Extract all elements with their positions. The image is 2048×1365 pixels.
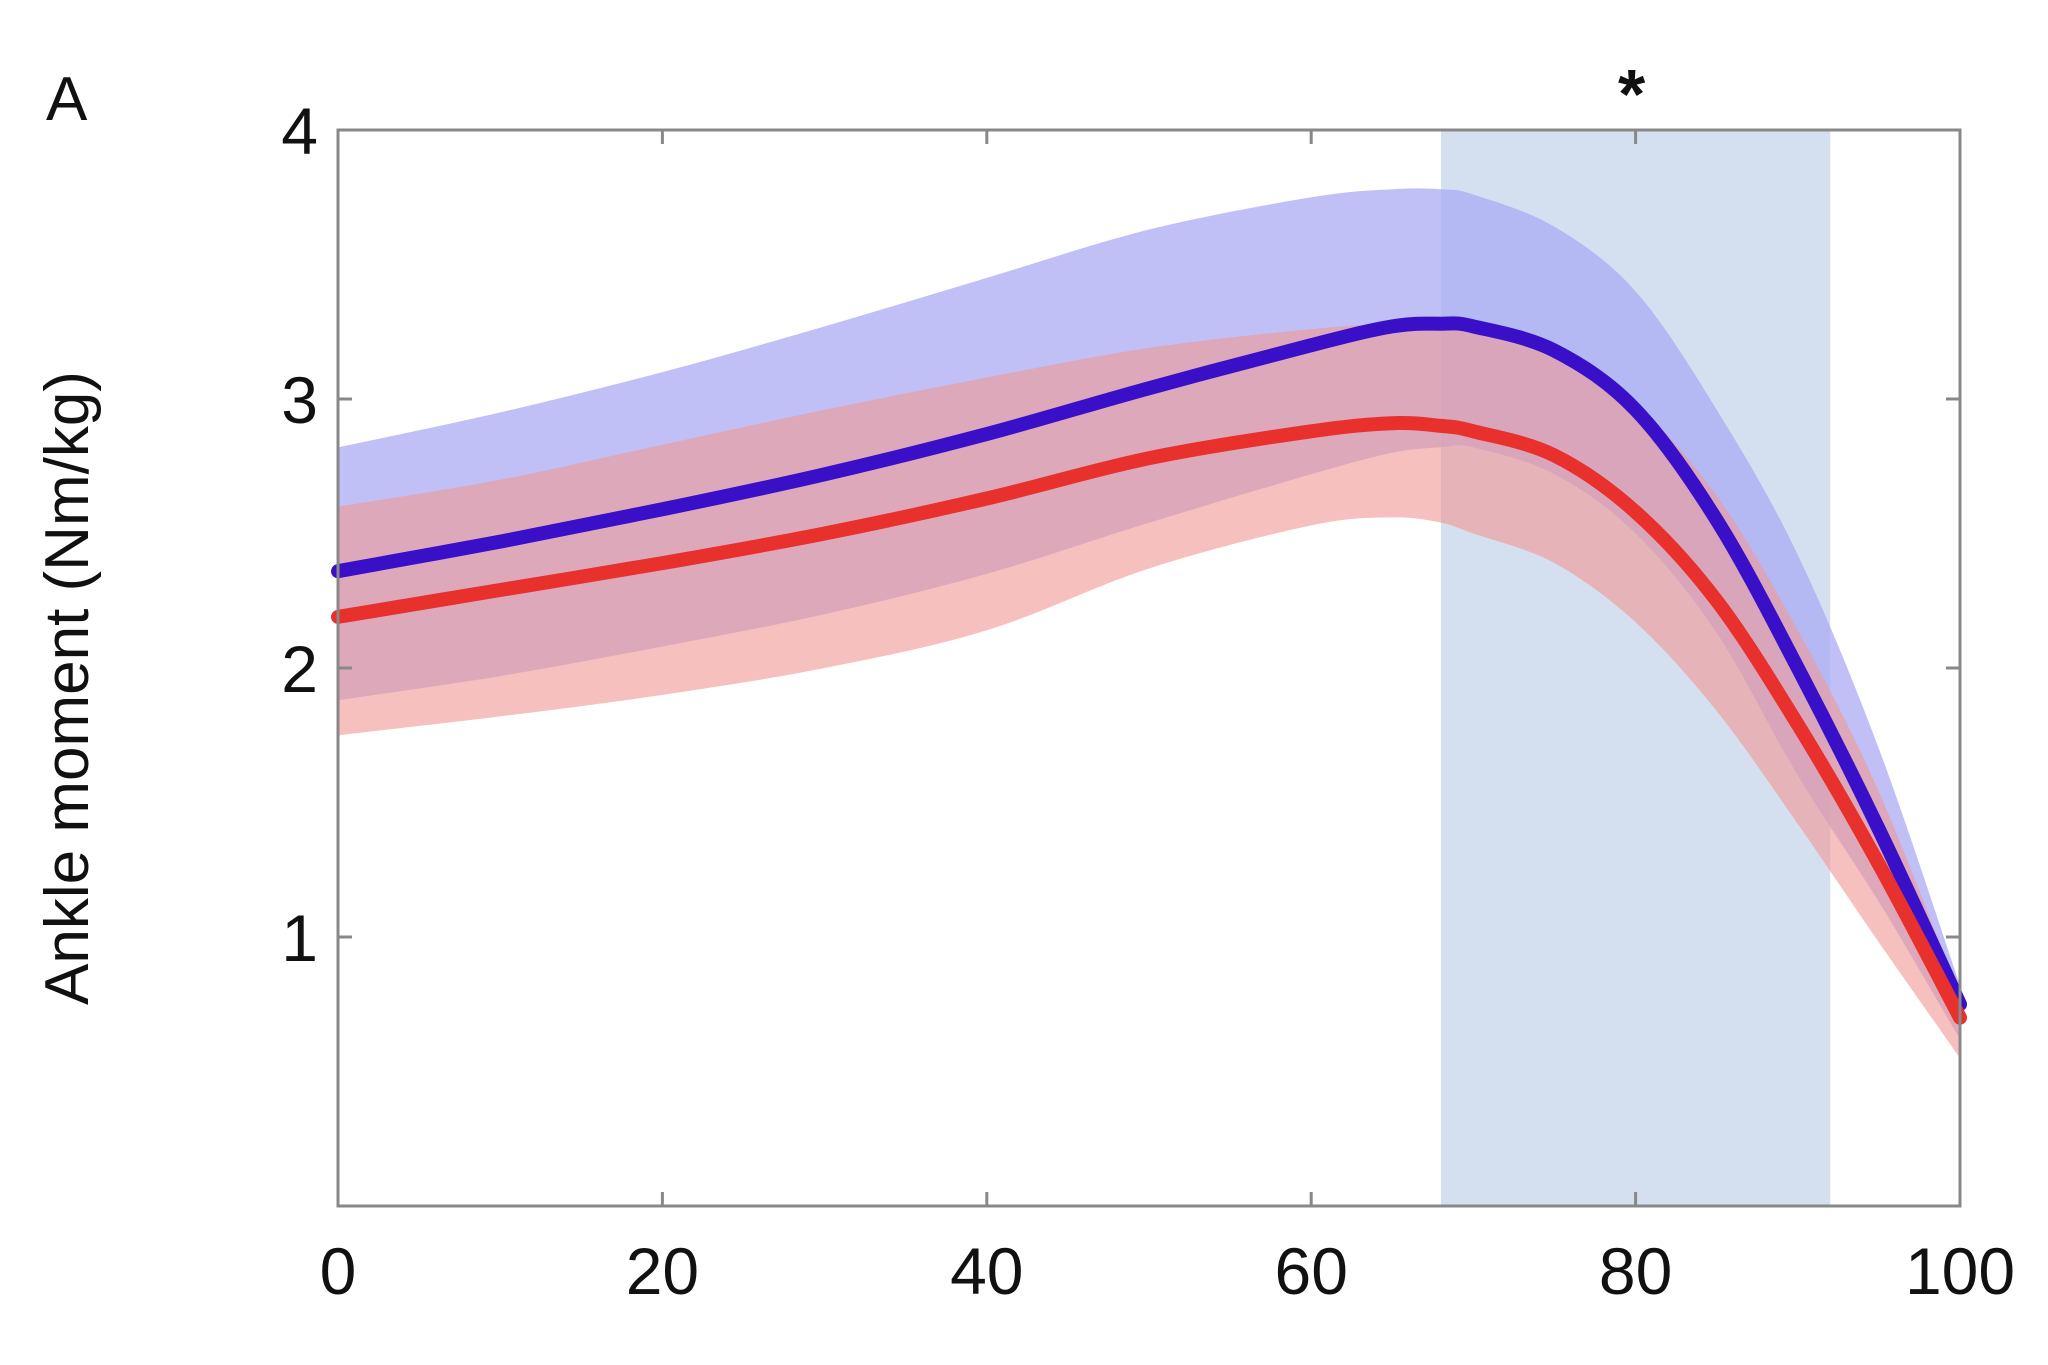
x-tick-label: 20 — [626, 1234, 699, 1308]
axis-ticks — [336, 128, 1962, 1206]
y-axis-label: Ankle moment (Nm/kg) — [33, 371, 102, 1005]
significance-marker: * — [1618, 55, 1646, 133]
y-tick-label: 2 — [281, 632, 318, 706]
x-tick-label: 0 — [320, 1234, 357, 1308]
red-series-line — [331, 416, 1967, 1025]
y-tick-label: 3 — [281, 363, 318, 437]
x-tick-label: 40 — [950, 1234, 1023, 1308]
x-tick-label: 80 — [1599, 1234, 1672, 1308]
panel-label: A — [46, 65, 88, 134]
x-tick-labels: 0 20 40 60 80 100 — [320, 1234, 2015, 1308]
y-tick-label: 1 — [281, 901, 318, 975]
red-series-band — [338, 323, 1960, 1059]
x-tick-label: 100 — [1905, 1234, 2015, 1308]
blue-series-line — [331, 316, 1967, 1012]
y-tick-label: 4 — [281, 94, 318, 168]
y-tick-labels: 1 2 3 4 — [281, 94, 318, 975]
mean-lines — [331, 316, 1967, 1025]
confidence-bands — [338, 188, 1960, 1059]
x-tick-label: 60 — [1274, 1234, 1347, 1308]
